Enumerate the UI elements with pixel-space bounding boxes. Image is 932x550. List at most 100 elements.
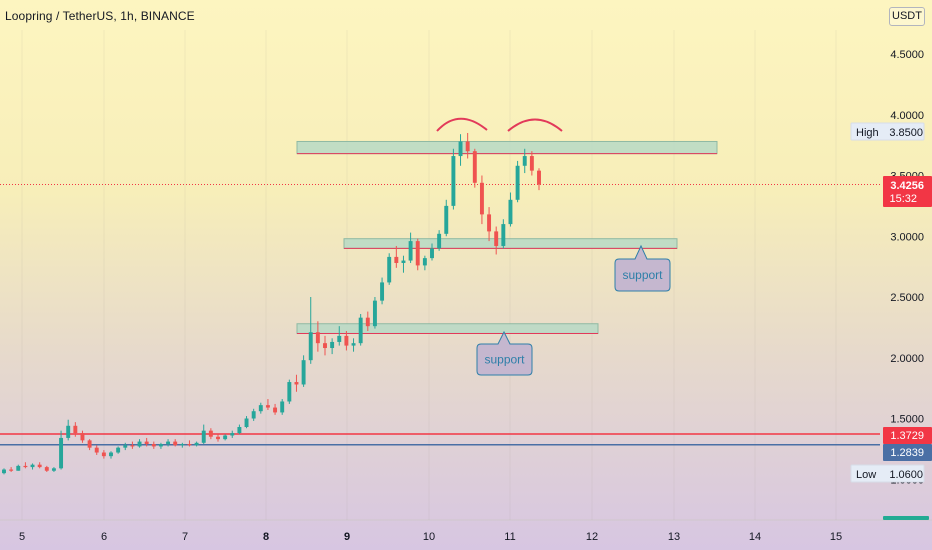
candle-body [51,468,56,471]
candle-body [344,335,349,346]
price-tick-label: 4.0000 [890,110,924,122]
support-callout-box [614,244,671,292]
support-callouts: support support [476,244,671,376]
price-tick-label: 2.0000 [890,353,924,365]
candle-body [358,317,363,344]
blue-level-value: 1.2839 [890,447,924,459]
time-tick-label: 8 [263,531,269,543]
top-arc-left [436,117,488,132]
time-tick-label: 5 [19,531,25,543]
time-axis[interactable]: 5 6 7 8 9 10 11 12 13 14 15 [19,531,842,543]
scale-indicator-bar [883,516,929,520]
candle-body [230,433,235,436]
candle-body [529,156,534,171]
current-price-tag [883,176,932,207]
candle-body [451,156,456,206]
candle-body [201,430,206,443]
candle-body [166,441,171,445]
candle-body [151,444,156,447]
candle-body [144,441,149,445]
candle-countdown: 15:32 [889,193,917,205]
horizontal-levels [0,184,880,446]
candle-body [244,418,249,428]
candle-body [66,425,71,438]
low-value: 1.0600 [889,469,923,481]
candle-body [94,447,99,453]
candle-body [415,241,420,266]
support-zone [343,238,678,249]
candle-body [44,467,49,471]
candle-body [158,444,163,447]
candle-body [394,256,399,263]
candle-body [123,445,128,448]
candle-body [422,258,427,266]
candle-body [522,156,527,166]
candle-body [16,465,21,471]
candle-body [101,452,106,457]
high-tag [850,122,925,141]
candle-body [372,300,377,327]
grid [21,30,837,520]
blue-level-tag [883,444,932,461]
candle-body [508,199,513,225]
candle-body [30,464,35,468]
candle-body [208,430,213,437]
candle-body [408,241,413,261]
candle-body [479,182,484,215]
time-tick-label: 9 [344,531,350,543]
candle-body [216,436,220,440]
red-level-value: 1.3729 [890,430,924,442]
candle-body [273,407,278,413]
candle-body [515,165,520,200]
price-axis[interactable]: 4.50004.00003.50003.00002.50002.00001.50… [850,49,932,520]
support-callout-label: support [622,268,663,282]
candle-body [187,444,192,446]
current-price-value: 3.4256 [890,180,924,192]
candle-body [487,214,492,232]
candle-body [380,282,385,301]
price-tick-label: 3.0000 [890,231,924,243]
candle-body [137,441,142,447]
low-label: Low [856,469,876,481]
candle-body [23,465,28,468]
candle-body [308,332,313,361]
time-tick-label: 13 [668,531,680,543]
support-callout-box [476,330,533,376]
time-tick-label: 11 [504,531,515,543]
candle-body [315,332,320,344]
candle-body [444,205,449,234]
candle-body [287,382,292,402]
candle-body [465,141,470,152]
candle-body [430,248,434,259]
currency-button[interactable]: USDT [889,7,925,26]
candle-body [59,437,64,469]
low-tag [850,464,925,483]
candle-body [458,141,463,157]
candle-body [180,444,185,446]
candle-body [80,433,85,441]
red-level-tag [883,427,932,444]
candle-body [294,382,299,385]
candle-body [9,469,14,471]
candle-body [251,411,256,419]
time-tick-label: 14 [749,531,761,543]
time-tick-label: 7 [182,531,188,543]
candle-body [337,335,342,342]
candle-body [258,405,263,412]
candle-body [537,170,541,185]
top-arc-right [507,118,563,132]
candle-body [351,343,356,346]
candle-body [437,233,442,249]
candle-body [130,445,135,447]
time-tick-label: 12 [586,531,598,543]
price-tick-label: 4.5000 [890,49,924,61]
candle-body [87,440,92,448]
price-tick-label: 2.5000 [890,292,924,304]
chart-title: Loopring / TetherUS, 1h, BINANCE [5,9,195,23]
candles [2,132,541,475]
candle-body [330,341,335,349]
candle-body [323,343,327,349]
candle-body [472,151,477,183]
support-zones [296,140,718,334]
